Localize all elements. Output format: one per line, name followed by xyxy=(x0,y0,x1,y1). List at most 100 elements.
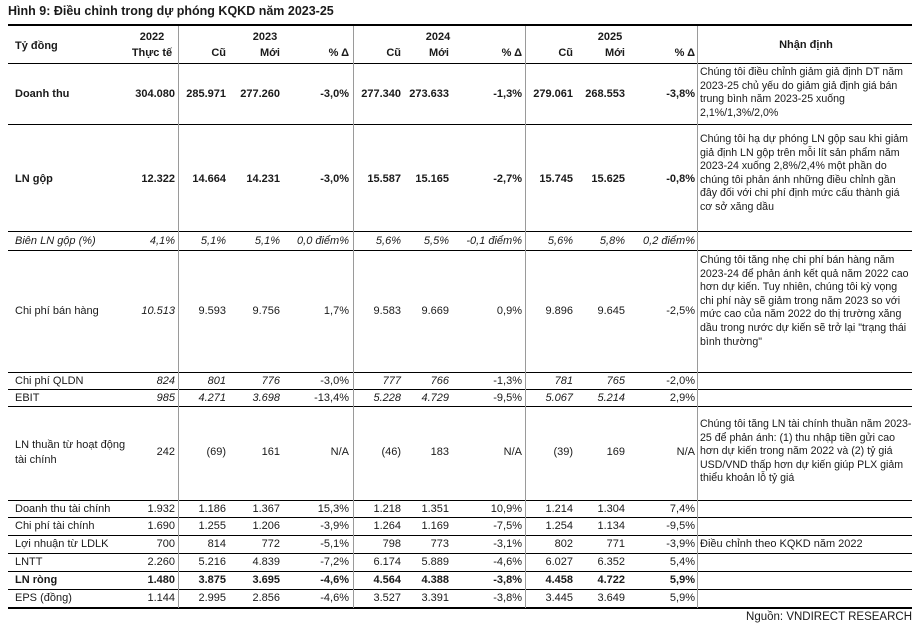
pct-2024: -4,6% xyxy=(493,556,522,568)
new-2024: 1.169 xyxy=(421,520,449,532)
new-2024: 766 xyxy=(430,375,449,387)
old-2024: 5,6% xyxy=(375,235,401,247)
new-2024: 4.729 xyxy=(421,392,449,404)
new-2023: 772 xyxy=(261,538,280,550)
row-label: Lợi nhuận từ LDLK xyxy=(15,538,109,550)
pct-label-2023: % Δ xyxy=(328,47,349,59)
comment-revenue: Chúng tôi điều chỉnh giảm giả định DT nă… xyxy=(700,66,903,119)
pct-2023: -7,2% xyxy=(320,556,349,568)
pct-label-2024: % Δ xyxy=(501,47,522,59)
pct-2025: 5,4% xyxy=(669,556,695,568)
old-2023: 285.971 xyxy=(186,88,226,100)
new-2025: 169 xyxy=(606,446,625,458)
old-2025: 5.067 xyxy=(545,392,573,404)
row-label: EBIT xyxy=(15,392,40,404)
old-2025: 15.745 xyxy=(539,173,573,185)
comment-selling-expense: Chúng tôi tăng nhẹ chi phí bán hàng năm … xyxy=(700,254,909,348)
new-2024: 4.388 xyxy=(421,574,449,586)
figure-title: Hình 9: Điều chỉnh trong dự phóng KQKD n… xyxy=(8,4,334,18)
actual-value: 824 xyxy=(156,375,175,387)
row-rule xyxy=(8,553,912,554)
actual-value: 1.480 xyxy=(147,574,175,586)
new-2024: 273.633 xyxy=(409,88,449,100)
row-rule xyxy=(8,231,912,232)
old-2023: 3.875 xyxy=(198,574,226,586)
old-2023: 2.995 xyxy=(198,592,226,604)
pct-2023: -4,6% xyxy=(320,592,349,604)
new-label-2025: Mới xyxy=(604,47,625,59)
row-rule xyxy=(8,250,912,251)
row-label: Chi phí tài chính xyxy=(15,520,95,532)
new-2024: 3.391 xyxy=(421,592,449,604)
new-2025: 5.214 xyxy=(597,392,625,404)
pct-2024: -3,8% xyxy=(493,574,522,586)
old-2024: 1.264 xyxy=(373,520,401,532)
new-label-2024: Mới xyxy=(428,47,449,59)
old-2025: 1.214 xyxy=(545,503,573,515)
old-2024: 15.587 xyxy=(367,173,401,185)
actual-value: 1.144 xyxy=(147,592,175,604)
old-2024: 3.527 xyxy=(373,592,401,604)
old-2024: 798 xyxy=(382,538,401,550)
new-2023: 4.839 xyxy=(252,556,280,568)
row-label: Doanh thu tài chính xyxy=(15,503,111,515)
year-2025: 2025 xyxy=(597,31,623,43)
new-label-2023: Mới xyxy=(259,47,280,59)
pct-2023: -3,0% xyxy=(320,375,349,387)
new-2025: 5,8% xyxy=(599,235,625,247)
pct-2025: 0,2 điểm% xyxy=(643,235,695,247)
actual-value: 10.513 xyxy=(141,305,175,317)
old-label-2024: Cũ xyxy=(386,47,401,59)
new-2024: 5.889 xyxy=(421,556,449,568)
pct-2023: 15,3% xyxy=(317,503,349,515)
year-2024: 2024 xyxy=(425,31,451,43)
column-separator xyxy=(353,26,354,608)
new-2024: 5,5% xyxy=(423,235,449,247)
row-label: LN gộp xyxy=(15,173,53,185)
pct-2024: -2,7% xyxy=(493,173,522,185)
new-2025: 771 xyxy=(606,538,625,550)
top-rule xyxy=(8,24,912,26)
pct-2024: -3,1% xyxy=(493,538,522,550)
actual-value: 2.260 xyxy=(147,556,175,568)
actual-value: 700 xyxy=(156,538,175,550)
row-label: LN thuần từ hoạt động tài chính xyxy=(15,439,126,466)
old-2025: 781 xyxy=(554,375,573,387)
actual-value: 242 xyxy=(156,446,175,458)
pct-2024: 10,9% xyxy=(490,503,522,515)
pct-2025: 7,4% xyxy=(669,503,695,515)
pct-2025: N/A xyxy=(676,446,695,458)
new-2023: 2.856 xyxy=(252,592,280,604)
new-2024: 183 xyxy=(430,446,449,458)
old-2023: (69) xyxy=(206,446,226,458)
actual-value: 1.932 xyxy=(147,503,175,515)
new-2023: 3.695 xyxy=(252,574,280,586)
old-2024: 4.564 xyxy=(373,574,401,586)
comment-gross-profit: Chúng tôi hạ dự phóng LN gộp sau khi giả… xyxy=(700,133,908,213)
new-2025: 9.645 xyxy=(597,305,625,317)
actual-value: 304.080 xyxy=(135,88,175,100)
old-2025: 1.254 xyxy=(545,520,573,532)
new-2025: 1.134 xyxy=(597,520,625,532)
row-label: EPS (đồng) xyxy=(15,592,72,604)
new-2023: 161 xyxy=(261,446,280,458)
bottom-rule xyxy=(8,607,912,609)
pct-2023: 0,0 điểm% xyxy=(297,235,349,247)
new-2023: 5,1% xyxy=(254,235,280,247)
old-2024: 277.340 xyxy=(361,88,401,100)
pct-2024: -1,3% xyxy=(493,375,522,387)
pct-2025: -2,0% xyxy=(666,375,695,387)
pct-2023: -3,0% xyxy=(320,88,349,100)
pct-2024: N/A xyxy=(503,446,522,458)
pct-2023: N/A xyxy=(330,446,349,458)
year-2022: 2022 xyxy=(139,31,165,43)
pct-2023: -5,1% xyxy=(320,538,349,550)
pct-2023: -4,6% xyxy=(320,574,349,586)
pct-2023: -13,4% xyxy=(314,392,349,404)
pct-2025: -9,5% xyxy=(666,520,695,532)
row-rule xyxy=(8,500,912,501)
old-2024: (46) xyxy=(381,446,401,458)
pct-2025: -0,8% xyxy=(666,173,695,185)
row-label: Chi phí bán hàng xyxy=(15,305,99,317)
row-rule xyxy=(8,406,912,407)
